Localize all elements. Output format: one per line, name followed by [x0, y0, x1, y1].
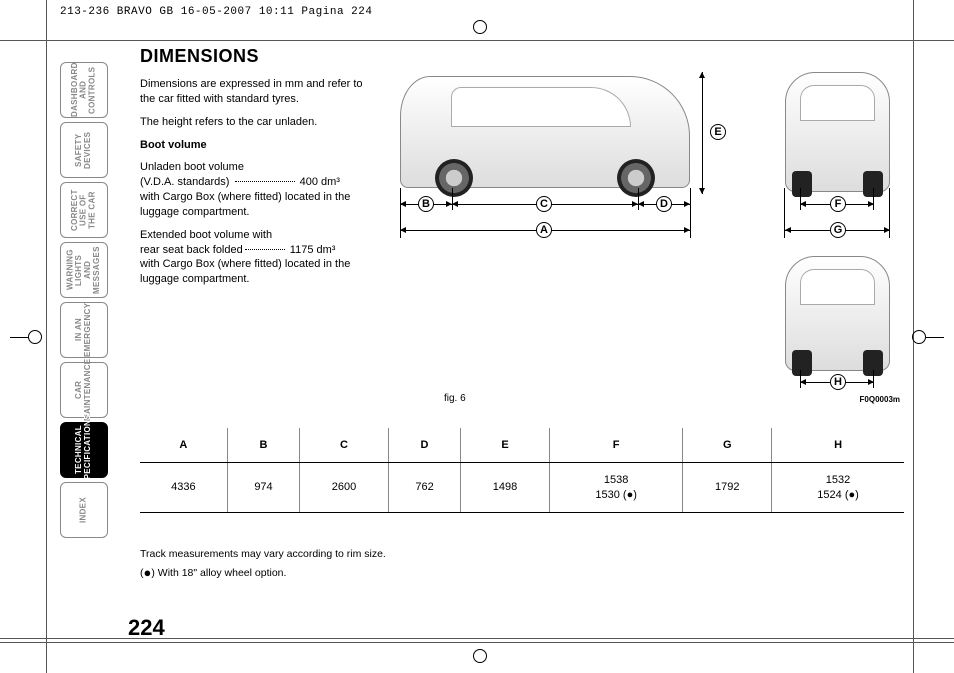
dim-a-marker: A	[536, 222, 552, 238]
dim-g-marker: G	[830, 222, 846, 238]
table-cell: 1792	[683, 463, 772, 513]
dimensions-table: ABCDEFGH 43369742600762149815381530 (●)1…	[140, 428, 904, 513]
sidebar-tab[interactable]: DASHBOARD AND CONTROLS	[60, 62, 108, 118]
boot-volume-heading: Boot volume	[140, 138, 370, 153]
table-cell: 762	[388, 463, 460, 513]
sidebar-tab[interactable]: SAFETY DEVICES	[60, 122, 108, 178]
dim-e-marker: E	[710, 124, 726, 140]
table-cell: 15321524 (●)	[772, 463, 904, 513]
table-header-cell: E	[461, 428, 550, 463]
table-cell: 1498	[461, 463, 550, 513]
dim-h-marker: H	[830, 374, 846, 390]
table-cell: 974	[227, 463, 299, 513]
car-rear-view	[785, 256, 890, 371]
table-header-cell: B	[227, 428, 299, 463]
intro-text-1: Dimensions are expressed in mm and refer…	[140, 77, 370, 107]
footnote-2: (●) With 18" alloy wheel option.	[140, 563, 386, 584]
intro-column: Dimensions are expressed in mm and refer…	[140, 77, 370, 287]
sidebar-tab[interactable]: IN AN EMERGENCY	[60, 302, 108, 358]
car-side-view	[400, 76, 690, 188]
sidebar-tab[interactable]: CORRECT USE OF THE CAR	[60, 182, 108, 238]
page-number: 224	[128, 615, 165, 641]
table-cell: 4336	[140, 463, 227, 513]
crop-mark-bottom	[473, 649, 487, 663]
sidebar-tabs: DASHBOARD AND CONTROLSSAFETY DEVICESCORR…	[60, 62, 108, 538]
figure-label: fig. 6	[444, 393, 466, 404]
dim-c-marker: C	[536, 196, 552, 212]
table-cell: 15381530 (●)	[549, 463, 683, 513]
crop-mark-top	[473, 20, 487, 34]
footnotes: Track measurements may vary according to…	[140, 546, 386, 584]
header-meta: 213-236 BRAVO GB 16-05-2007 10:11 Pagina…	[60, 6, 372, 18]
crop-mark-right	[912, 330, 944, 344]
sidebar-tab[interactable]: CAR MAINTENANCE	[60, 362, 108, 418]
table-row: 43369742600762149815381530 (●)1792153215…	[140, 463, 904, 513]
intro-text-2: The height refers to the car unladen.	[140, 115, 370, 130]
footnote-1: Track measurements may vary according to…	[140, 546, 386, 563]
crop-mark-left	[10, 330, 42, 344]
dimensions-figure: B C D A E F G H fig. 6 F0Q0003m	[384, 46, 904, 386]
dim-d-marker: D	[656, 196, 672, 212]
sidebar-tab[interactable]: INDEX	[60, 482, 108, 538]
sidebar-tab[interactable]: TECHNICAL SPECIFICATIONS	[60, 422, 108, 478]
table-header-cell: H	[772, 428, 904, 463]
table-header-cell: D	[388, 428, 460, 463]
dim-b-marker: B	[418, 196, 434, 212]
table-cell: 2600	[300, 463, 389, 513]
table-header-cell: F	[549, 428, 683, 463]
table-header-cell: C	[300, 428, 389, 463]
dim-f-marker: F	[830, 196, 846, 212]
table-header-row: ABCDEFGH	[140, 428, 904, 463]
table-body: 43369742600762149815381530 (●)1792153215…	[140, 463, 904, 513]
boot-volume-p2: Extended boot volume with rear seat back…	[140, 228, 370, 287]
boot-volume-p1: Unladen boot volume (V.D.A. standards) 4…	[140, 160, 370, 219]
figure-code: F0Q0003m	[860, 395, 900, 404]
sidebar-tab[interactable]: WARNING LIGHTS AND MESSAGES	[60, 242, 108, 298]
car-front-view	[785, 72, 890, 192]
table-header-cell: A	[140, 428, 227, 463]
table-header-cell: G	[683, 428, 772, 463]
